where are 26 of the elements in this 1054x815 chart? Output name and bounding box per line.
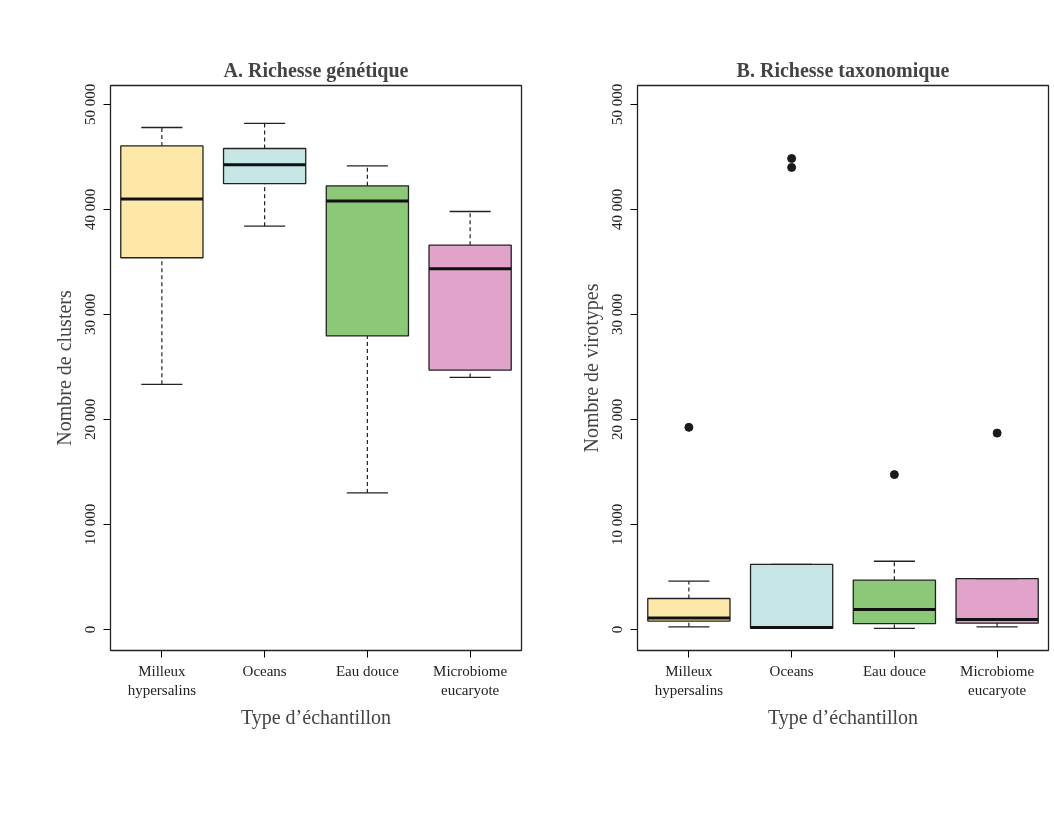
x-tick-label: Eau douce — [862, 662, 927, 679]
x-tick-label: Microbiome eucaryote — [960, 662, 1035, 698]
chart-title: B. Richesse taxonomique — [736, 58, 950, 82]
x-tick-label: Eau douce — [335, 662, 400, 679]
chart-title: A. Richesse génétique — [223, 58, 409, 82]
y-tick-label: 30 000 — [82, 293, 99, 336]
y-tick-label: 40 000 — [609, 188, 626, 231]
y-tick-label: 50 000 — [82, 83, 99, 126]
y-tick-label: 0 — [609, 625, 626, 634]
x-tick-label: Oceans — [769, 662, 814, 679]
y-tick-label: 40 000 — [82, 188, 99, 231]
y-tick-label: 50 000 — [609, 83, 626, 126]
y-tick-label: 20 000 — [609, 398, 626, 441]
y-tick-label: 10 000 — [609, 503, 626, 546]
x-tick-label: Microbiome eucaryote — [433, 662, 508, 698]
x-axis-title: Type d’échantillon — [767, 705, 919, 729]
y-axis-title: Nombre de clusters — [52, 290, 75, 446]
y-axis-title: Nombre de virotypes — [579, 283, 603, 453]
x-tick-label: Milleux hypersalins — [654, 662, 724, 698]
x-axis-title: Type d’échantillon — [240, 705, 392, 729]
y-tick-label: 30 000 — [609, 293, 626, 336]
x-tick-label: Milleux hypersalins — [127, 662, 197, 698]
y-tick-label: 0 — [82, 625, 99, 634]
x-tick-label: Oceans — [242, 662, 287, 679]
y-tick-label: 10 000 — [82, 503, 99, 546]
y-tick-label: 20 000 — [82, 398, 99, 441]
